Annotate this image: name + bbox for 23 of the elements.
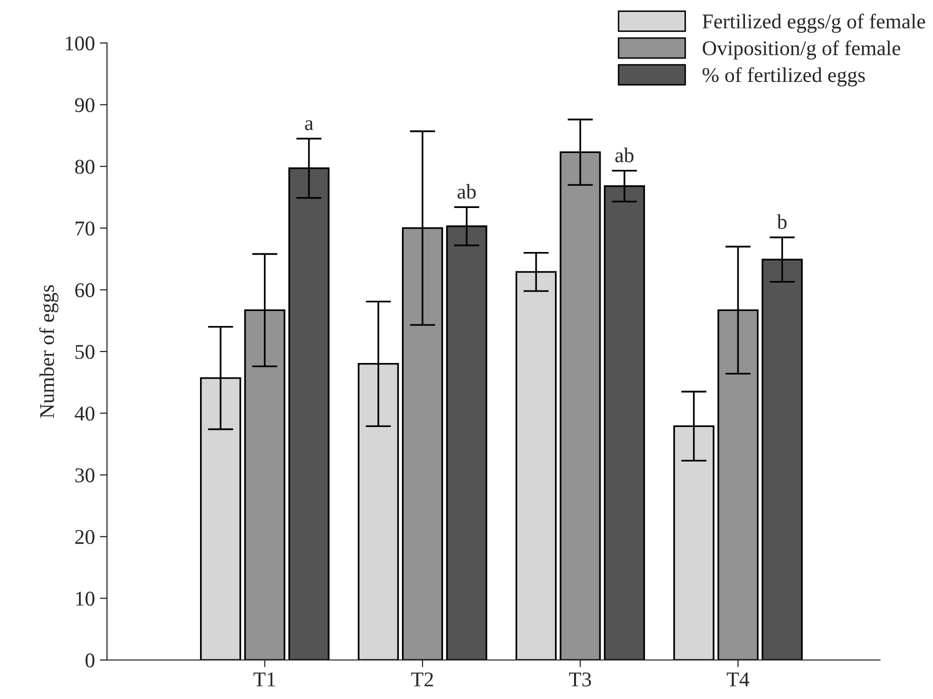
y-tick-label: 90	[75, 98, 94, 112]
annotation: b	[776, 214, 787, 229]
legend-label: Oviposition/g of female	[702, 40, 900, 60]
annotation: a	[305, 120, 314, 130]
y-tick-label: 70	[76, 221, 94, 236]
y-tick-label: 40	[74, 406, 94, 421]
y-tick-label: 0	[86, 653, 94, 668]
x-tick-label: T1	[254, 672, 276, 686]
y-tick-label: 50	[76, 344, 94, 359]
y-tick-label: 10	[76, 592, 94, 606]
y-tick-label: 100	[66, 36, 94, 50]
x-tick-label: T2	[411, 672, 433, 686]
y-tick-label: 30	[75, 468, 94, 482]
legend-label: % of fertilized eggs	[702, 67, 865, 86]
annotation: ab	[615, 148, 634, 162]
x-tick-label: T3	[569, 672, 592, 686]
y-axis-title: Number of eggs	[39, 285, 58, 418]
y-tick-label: 80	[75, 160, 94, 174]
y-tick-label: 60	[75, 283, 94, 298]
annotation: ab	[458, 184, 476, 199]
x-tick-label: T4	[726, 672, 750, 686]
y-tick-label: 20	[75, 530, 94, 544]
legend-label: Fertilized eggs/g of female	[702, 14, 926, 33]
